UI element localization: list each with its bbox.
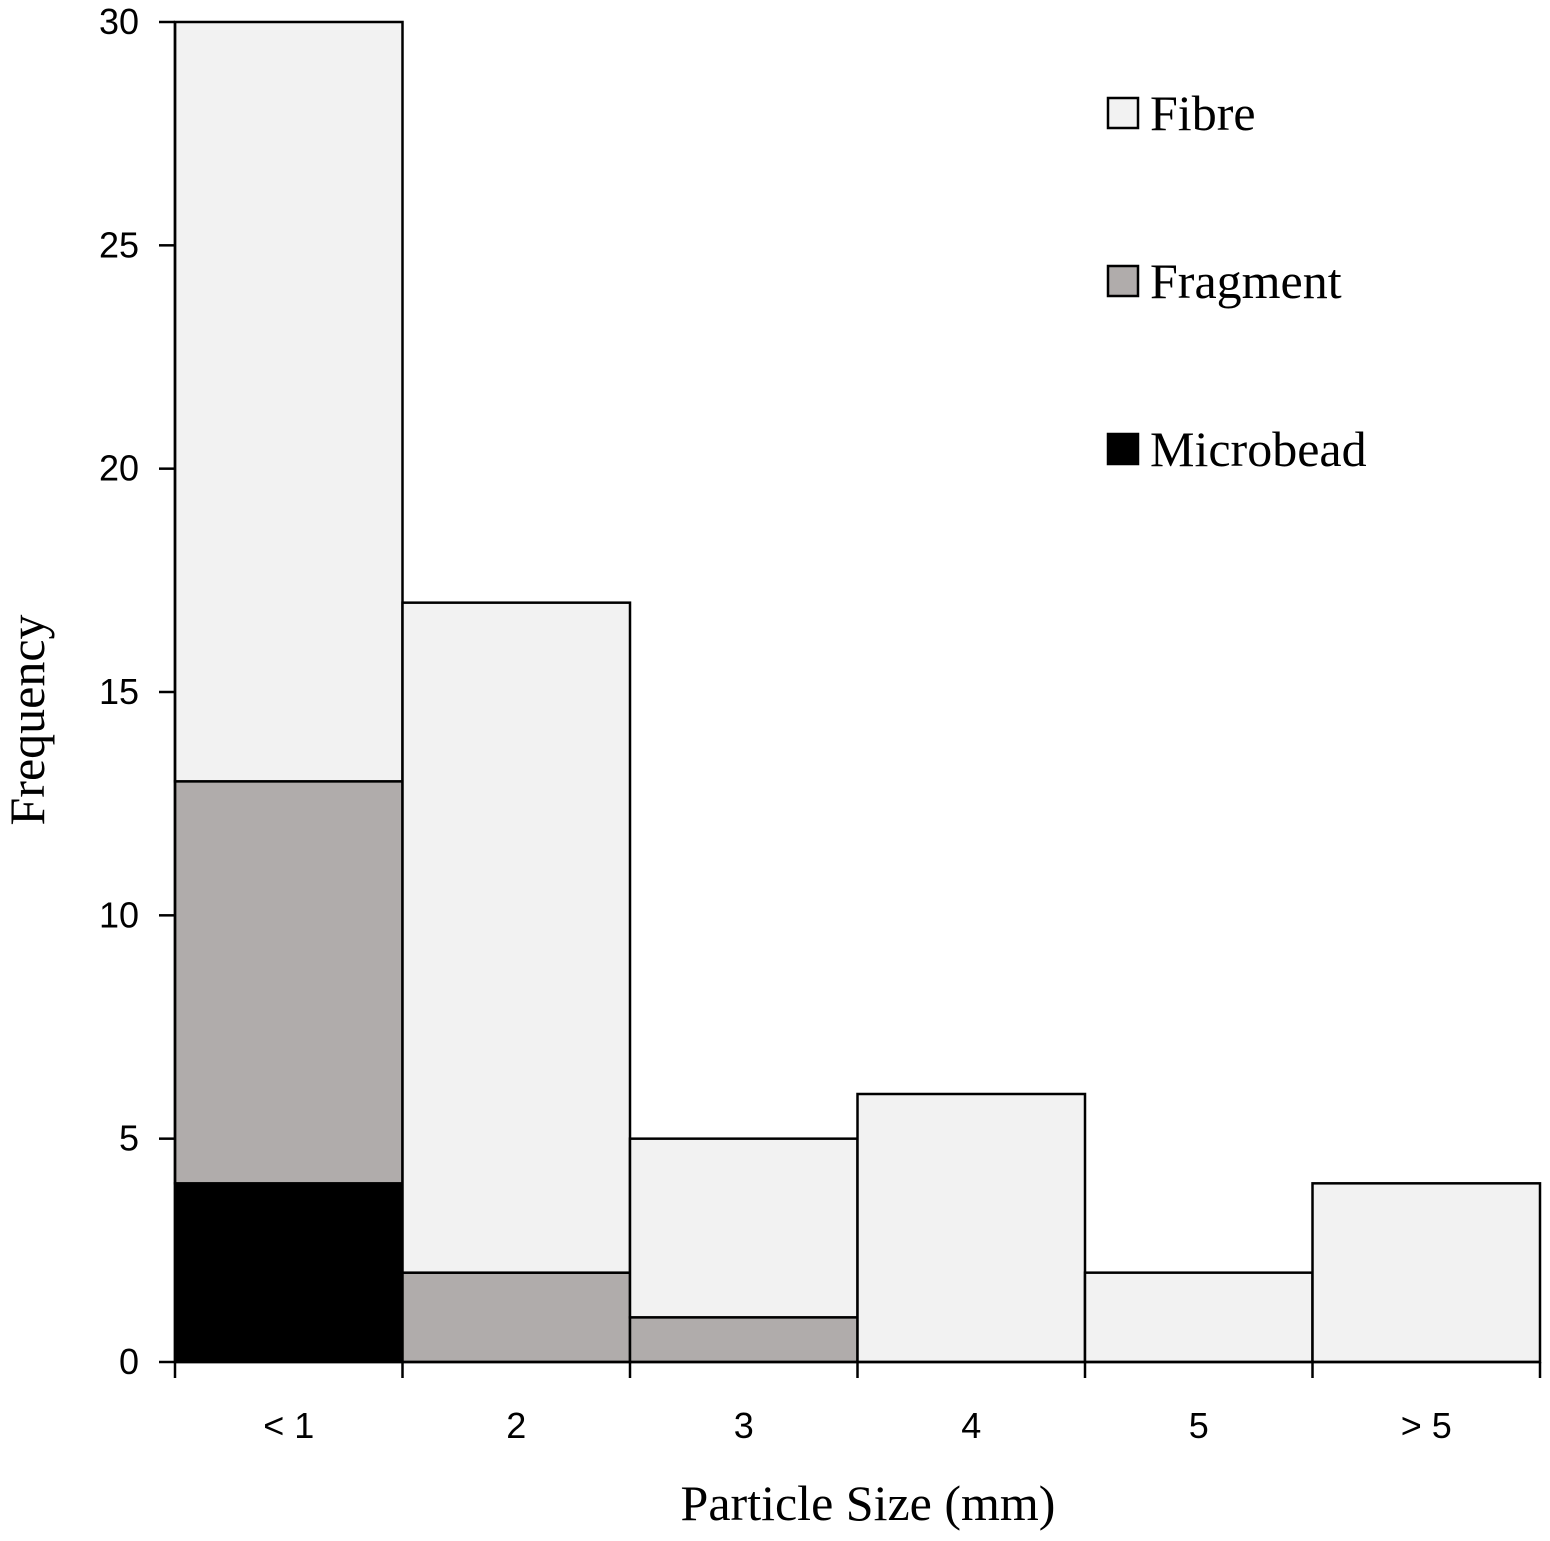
x-tick-label-0: < 1: [263, 1405, 314, 1446]
x-tick-label-4: 5: [1189, 1405, 1209, 1446]
bar-segment-fibre-1: [401, 601, 632, 1274]
bar-segment-fibre-4: [1083, 1271, 1314, 1364]
y-tick-label-20: 20: [99, 448, 139, 489]
bars-layer: [173, 20, 1542, 1364]
bar-segment-fragment-1: [401, 1271, 632, 1364]
bar-segment-fragment-0: [173, 780, 404, 1185]
x-tick-label-5: > 5: [1401, 1405, 1452, 1446]
bar-segment-fibre-2: [628, 1137, 859, 1319]
bar-segment-fibre-0: [173, 20, 404, 783]
legend: Fibre Fragment Microbead: [1106, 85, 1367, 477]
x-axis-title: Particle Size (mm): [681, 1475, 1056, 1531]
y-tick-label-30: 30: [99, 1, 139, 42]
legend-swatch-fibre: [1106, 96, 1140, 130]
axes-layer: 0 5 10 15 20 25 30 < 1 2 3 4 5 > 5: [99, 1, 1542, 1446]
bar-segment-fragment-2: [628, 1316, 859, 1364]
legend-label-fragment: Fragment: [1150, 253, 1342, 309]
labels-layer: Particle Size (mm) Frequency: [0, 614, 1055, 1531]
legend-label-fibre: Fibre: [1150, 85, 1256, 141]
y-tick-label-15: 15: [99, 671, 139, 712]
y-tick-label-5: 5: [119, 1118, 139, 1159]
y-tick-label-10: 10: [99, 894, 139, 935]
bar-segment-fibre-5: [1311, 1182, 1542, 1364]
x-tick-label-2: 3: [734, 1405, 754, 1446]
x-tick-label-3: 4: [961, 1405, 981, 1446]
legend-swatch-fragment: [1106, 264, 1140, 298]
x-tick-label-1: 2: [506, 1405, 526, 1446]
y-tick-label-25: 25: [99, 224, 139, 265]
y-axis-title: Frequency: [0, 614, 55, 825]
legend-label-microbead: Microbead: [1150, 421, 1367, 477]
y-tick-label-0: 0: [119, 1341, 139, 1382]
legend-swatch-microbead: [1106, 432, 1140, 466]
bar-segment-fibre-3: [856, 1092, 1087, 1364]
bar-segment-microbead-0: [173, 1182, 404, 1364]
